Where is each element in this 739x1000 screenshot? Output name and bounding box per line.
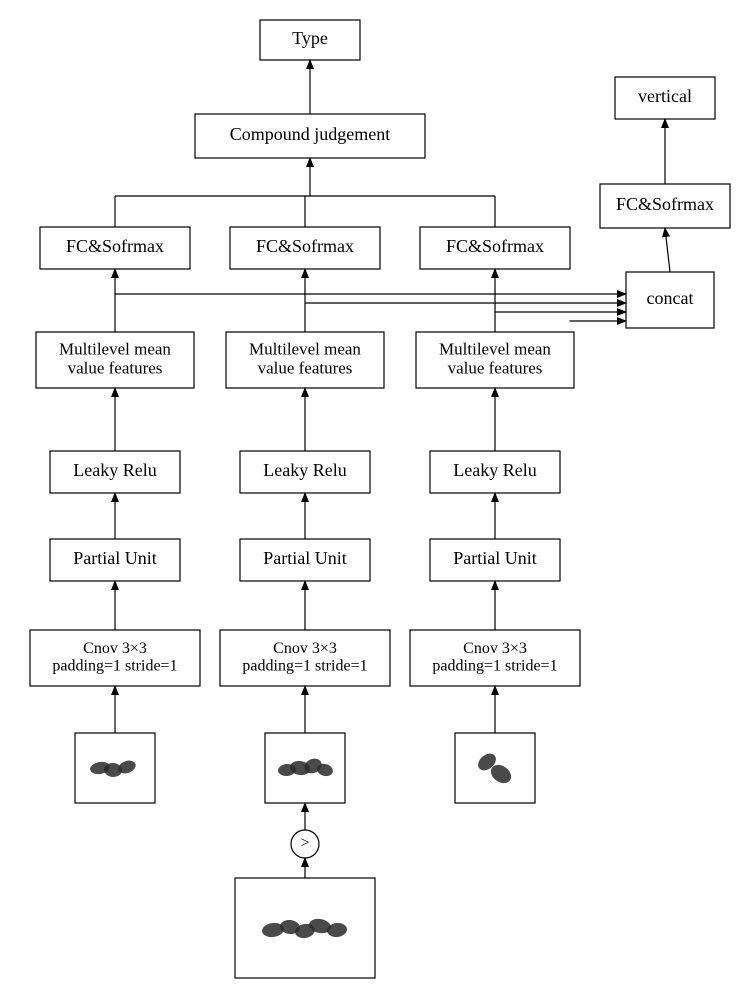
svg-text:value features: value features [448, 358, 543, 377]
svg-text:Leaky Relu: Leaky Relu [453, 460, 536, 480]
svg-text:Multilevel mean: Multilevel mean [439, 340, 551, 359]
svg-text:FC&Sofrmax: FC&Sofrmax [616, 194, 714, 214]
svg-text:value features: value features [258, 358, 353, 377]
svg-text:concat: concat [647, 288, 694, 308]
svg-text:Cnov 3×3: Cnov 3×3 [83, 640, 147, 657]
svg-text:value features: value features [68, 358, 163, 377]
svg-text:Partial Unit: Partial Unit [263, 548, 347, 568]
svg-text:FC&Sofrmax: FC&Sofrmax [446, 236, 544, 256]
svg-text:>: > [300, 835, 309, 852]
architecture-diagram: Type Compound judgement vertical FC&Sofrmax… [0, 0, 739, 1000]
svg-text:vertical: vertical [638, 86, 692, 106]
svg-text:FC&Sofrmax: FC&Sofrmax [256, 236, 354, 256]
svg-text:padding=1 stride=1: padding=1 stride=1 [242, 657, 367, 674]
svg-text:padding=1 stride=1: padding=1 stride=1 [432, 657, 557, 674]
svg-text:padding=1 stride=1: padding=1 stride=1 [52, 657, 177, 674]
svg-text:Leaky Relu: Leaky Relu [73, 460, 156, 480]
svg-text:Partial Unit: Partial Unit [453, 548, 537, 568]
svg-text:Multilevel mean: Multilevel mean [249, 340, 361, 359]
svg-text:Cnov 3×3: Cnov 3×3 [463, 640, 527, 657]
svg-text:Partial Unit: Partial Unit [73, 548, 157, 568]
svg-text:Leaky Relu: Leaky Relu [263, 460, 346, 480]
svg-text:FC&Sofrmax: FC&Sofrmax [66, 236, 164, 256]
svg-text:Cnov 3×3: Cnov 3×3 [273, 640, 337, 657]
svg-text:Multilevel mean: Multilevel mean [59, 340, 171, 359]
svg-text:Compound judgement: Compound judgement [230, 124, 391, 144]
svg-text:Type: Type [292, 28, 328, 48]
